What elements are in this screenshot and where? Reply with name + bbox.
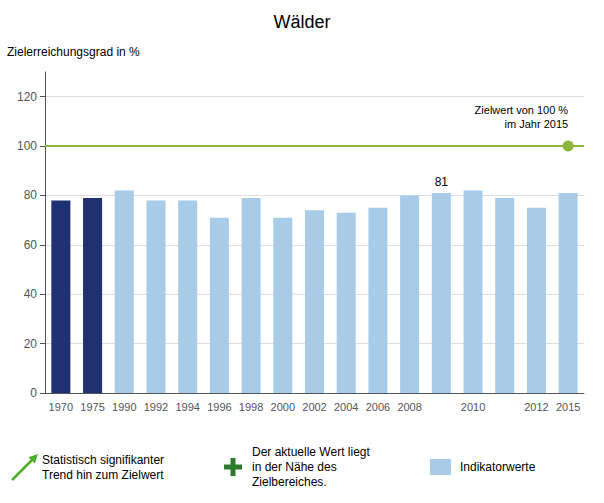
svg-text:2012: 2012 <box>524 401 548 413</box>
svg-text:Statistisch signifikanter: Statistisch signifikanter <box>42 453 164 467</box>
svg-text:im Jahr 2015: im Jahr 2015 <box>505 118 569 130</box>
svg-text:2000: 2000 <box>271 401 295 413</box>
svg-text:1975: 1975 <box>80 401 104 413</box>
svg-text:1990: 1990 <box>112 401 136 413</box>
svg-text:Indikatorwerte: Indikatorwerte <box>460 460 536 474</box>
svg-text:81: 81 <box>435 175 449 189</box>
svg-text:80: 80 <box>24 188 38 202</box>
svg-text:1998: 1998 <box>239 401 263 413</box>
svg-text:40: 40 <box>24 287 38 301</box>
svg-text:2015: 2015 <box>556 401 580 413</box>
svg-text:Trend hin zum Zielwert: Trend hin zum Zielwert <box>42 468 164 482</box>
svg-text:1992: 1992 <box>144 401 168 413</box>
svg-text:Zielwert von 100 %: Zielwert von 100 % <box>475 104 569 116</box>
svg-text:Zielbereiches.: Zielbereiches. <box>252 475 327 489</box>
svg-text:Wälder: Wälder <box>273 12 330 32</box>
svg-text:1970: 1970 <box>49 401 73 413</box>
svg-text:2004: 2004 <box>334 401 358 413</box>
svg-text:2006: 2006 <box>366 401 390 413</box>
svg-text:60: 60 <box>24 238 38 252</box>
svg-text:1994: 1994 <box>175 401 199 413</box>
svg-text:20: 20 <box>24 337 38 351</box>
svg-text:100: 100 <box>17 139 37 153</box>
svg-text:Zielerreichungsgrad in %: Zielerreichungsgrad in % <box>7 45 140 59</box>
svg-text:2010: 2010 <box>461 401 485 413</box>
svg-text:0: 0 <box>30 386 37 400</box>
svg-text:2008: 2008 <box>397 401 421 413</box>
svg-text:120: 120 <box>17 90 37 104</box>
svg-text:in der Nähe des: in der Nähe des <box>252 460 337 474</box>
svg-text:2002: 2002 <box>302 401 326 413</box>
svg-text:1996: 1996 <box>207 401 231 413</box>
svg-text:Der aktuelle Wert liegt: Der aktuelle Wert liegt <box>252 445 370 459</box>
